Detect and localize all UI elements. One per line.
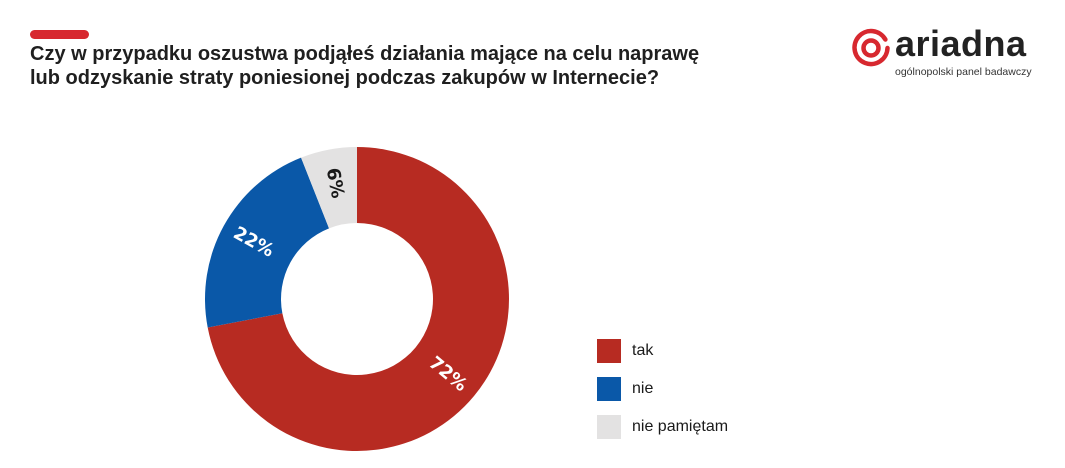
ariadna-logo-icon bbox=[852, 28, 890, 67]
chart-title-line-1: Czy w przypadku oszustwa podjąłeś działa… bbox=[30, 43, 700, 65]
legend-label: nie bbox=[632, 380, 654, 397]
chart-title: Czy w przypadku oszustwa podjąłeś działa… bbox=[30, 42, 790, 90]
legend-item-nie: nie bbox=[597, 376, 797, 402]
ariadna-logo: ariadna ogólnopolski panel badawczy bbox=[851, 23, 1051, 78]
logo-outer-ring bbox=[852, 28, 890, 67]
legend-label: tak bbox=[632, 342, 654, 359]
donut-slice-nie bbox=[205, 157, 330, 328]
accent-bar bbox=[30, 30, 89, 39]
legend-swatch bbox=[597, 377, 621, 401]
legend-label: nie pamiętam bbox=[632, 418, 729, 435]
logo-inner-ring bbox=[861, 38, 881, 58]
legend-item-tak: tak bbox=[597, 338, 797, 364]
donut-slice-tak bbox=[207, 147, 509, 452]
logo-tagline: ogólnopolski panel badawczy bbox=[895, 66, 1032, 78]
legend-swatch bbox=[597, 415, 621, 439]
donut-slice-nie-pamiętam bbox=[301, 147, 357, 229]
legend-item-nie-pamiętam: nie pamiętam bbox=[597, 414, 797, 440]
donut-chart: 72%22%6% bbox=[205, 147, 509, 452]
logo-wordmark: ariadna bbox=[895, 23, 1027, 64]
chart-title-line-2: lub odzyskanie straty poniesionej podcza… bbox=[30, 67, 660, 89]
legend-swatch bbox=[597, 339, 621, 363]
